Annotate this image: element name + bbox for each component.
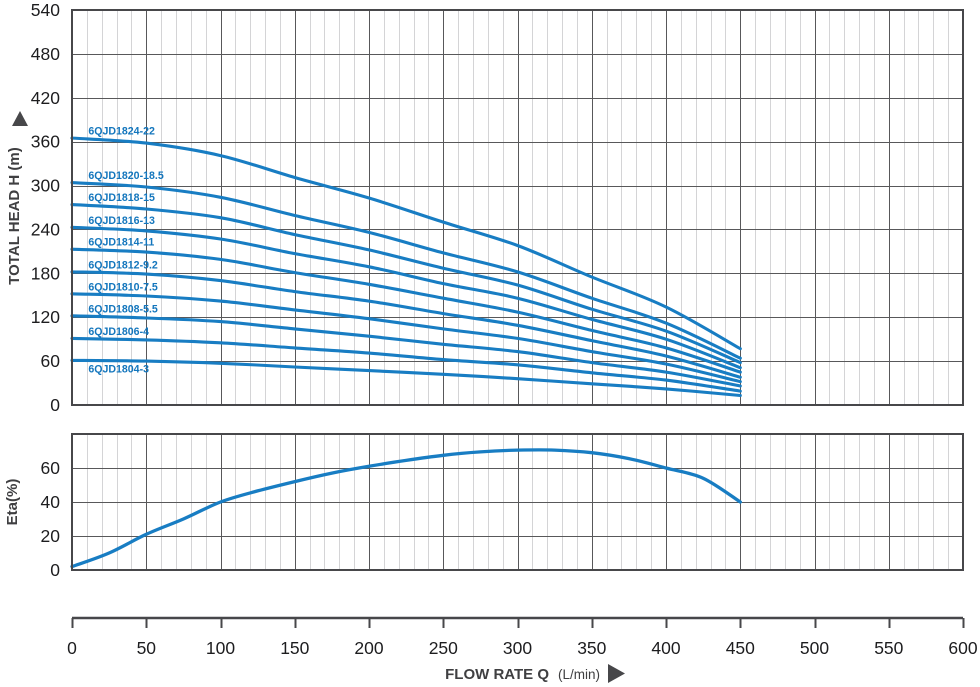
pump-curve-6QJD1816-13 bbox=[70, 225, 742, 370]
flow-xtick-label: 200 bbox=[354, 638, 383, 658]
pump-curve-6QJD1812-9.2 bbox=[70, 270, 742, 379]
head-axis-title: TOTAL HEAD H (m) bbox=[6, 147, 23, 285]
eta-ytick-label: 0 bbox=[50, 560, 60, 580]
head-chart-grid bbox=[72, 10, 963, 405]
flow-xtick-label: 500 bbox=[800, 638, 829, 658]
head-chart-curves bbox=[70, 136, 742, 398]
eta-axis-title: Eta(%) bbox=[4, 479, 21, 526]
flow-xtick-label: 0 bbox=[67, 638, 77, 658]
curve-label-6QJD1824-22: 6QJD1824-22 bbox=[88, 126, 155, 138]
pump-curve-6QJD1804-3 bbox=[70, 358, 742, 398]
flow-xtick-label: 250 bbox=[429, 638, 458, 658]
curve-label-6QJD1820-18.5: 6QJD1820-18.5 bbox=[88, 170, 163, 182]
flow-xtick-label: 400 bbox=[651, 638, 680, 658]
curve-label-6QJD1810-7.5: 6QJD1810-7.5 bbox=[88, 281, 158, 293]
head-ytick-label: 120 bbox=[31, 307, 60, 327]
flow-xtick-label: 100 bbox=[206, 638, 235, 658]
plot-border bbox=[70, 432, 965, 572]
eta-ytick-label: 40 bbox=[41, 492, 61, 512]
eta-ytick-label: 20 bbox=[41, 526, 61, 546]
flow-xtick-label: 550 bbox=[874, 638, 903, 658]
curve-label-6QJD1814-11: 6QJD1814-11 bbox=[88, 237, 154, 249]
flow-xtick-label: 450 bbox=[726, 638, 755, 658]
eta-curve bbox=[70, 448, 742, 569]
curve-label-6QJD1812-9.2: 6QJD1812-9.2 bbox=[88, 259, 158, 271]
head-ytick-label: 0 bbox=[50, 395, 60, 415]
eta-chart-ytick-labels: 0 20 40 60 bbox=[41, 458, 61, 580]
flow-xtick-label: 300 bbox=[503, 638, 532, 658]
flow-xtick-label: 50 bbox=[137, 638, 157, 658]
curve-label-6QJD1806-4: 6QJD1806-4 bbox=[88, 326, 149, 338]
eta-ytick-label: 60 bbox=[41, 458, 61, 478]
flow-xtick-label: 600 bbox=[948, 638, 977, 658]
pump-curve-6QJD1810-7.5 bbox=[70, 292, 742, 384]
plot-border bbox=[70, 8, 965, 407]
pump-curve-6QJD1820-18.5 bbox=[70, 181, 742, 360]
eta-chart-curve bbox=[70, 448, 742, 569]
head-ytick-label: 360 bbox=[31, 132, 60, 152]
pump-curve-6QJD1814-11 bbox=[70, 247, 742, 374]
head-ytick-label: 180 bbox=[31, 263, 60, 283]
curve-label-6QJD1808-5.5: 6QJD1808-5.5 bbox=[88, 303, 158, 315]
flow-xtick-label: 350 bbox=[577, 638, 606, 658]
flow-axis-unit: (L/min) bbox=[558, 667, 600, 682]
curve-label-6QJD1816-13: 6QJD1816-13 bbox=[88, 215, 155, 227]
right-arrow-icon bbox=[608, 664, 625, 683]
pump-curve-6QJD1824-22 bbox=[70, 136, 742, 351]
curve-label-6QJD1818-15: 6QJD1818-15 bbox=[88, 192, 155, 204]
pump-curve-6QJD1806-4 bbox=[70, 336, 742, 393]
head-ytick-label: 480 bbox=[31, 44, 60, 64]
flow-axis: 0 50 100 150 200 250 300 350 400 450 500 550 600 bbox=[67, 616, 978, 658]
head-ytick-label: 60 bbox=[41, 351, 61, 371]
head-chart-ytick-labels: 0 60 120 180 240 300 360 420 480 540 bbox=[31, 0, 60, 415]
curve-label-6QJD1804-3: 6QJD1804-3 bbox=[88, 363, 149, 375]
up-arrow-icon bbox=[12, 111, 28, 126]
pump-curve-6QJD1818-15 bbox=[70, 203, 742, 365]
head-chart-curve-labels: 6QJD1824-22 6QJD1820-18.5 6QJD1818-15 6QJD1… bbox=[88, 126, 163, 376]
head-chart-border bbox=[70, 8, 965, 572]
head-ytick-label: 540 bbox=[31, 0, 60, 20]
flow-axis-title: FLOW RATE Q bbox=[445, 666, 549, 683]
head-ytick-label: 300 bbox=[31, 176, 60, 196]
head-ytick-label: 240 bbox=[31, 219, 60, 239]
head-ytick-label: 420 bbox=[31, 88, 60, 108]
pump-curve-6QJD1808-5.5 bbox=[70, 314, 742, 388]
flow-xtick-label: 150 bbox=[280, 638, 309, 658]
eta-chart-grid bbox=[72, 434, 963, 570]
